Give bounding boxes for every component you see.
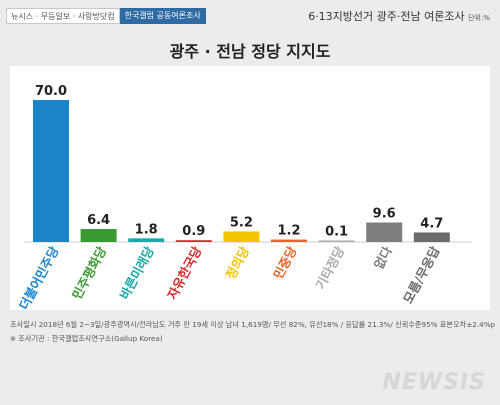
newsis-watermark: NEWSIS [382,370,486,395]
source-right-label: 한국갤럽 공동여론조사 [119,8,206,24]
source-left-label: 뉴시스 · 무등일보 · 사랑방닷컴 [6,8,120,24]
footnote: 조사일시 2018년 6월 2~3일/광주광역시/전라남도 거주 만 19세 이… [10,318,496,346]
bar [413,232,450,242]
category-label: 민주평화당 [69,244,109,302]
category-label: 모름/무응답 [400,244,443,306]
bar [366,222,403,242]
bar [33,100,69,242]
bar [271,239,307,242]
chart-title: 광주 · 전남 정당 지지도 [169,42,331,61]
bar [80,229,117,242]
source-tag: 뉴시스 · 무등일보 · 사랑방닷컴 한국갤럽 공동여론조사 [6,8,206,24]
data-label: 1.2 [277,224,300,239]
category-label: 없다 [371,244,395,272]
data-label: 9.6 [373,207,396,222]
category-label: 기타정당 [312,244,347,292]
category-label: 자유한국당 [164,244,204,302]
bar [128,238,165,242]
data-label: 1.8 [135,222,158,237]
bar-chart: 70.0 더불어민주당 6.4 민주평화당 1.8 바른미래당 0.9 자유한국당 5.2 정의당… [16,84,472,310]
category-label: 민중당 [270,244,300,282]
footnote-survey-info: 조사일시 2018년 6월 2~3일/광주광역시/전라남도 거주 만 19세 이… [10,320,496,329]
survey-title-text: 6·13지방선거 광주·전남 여론조사 [308,10,465,23]
bar [175,240,212,242]
data-label: 0.9 [182,224,205,239]
footnote-agency: ※ 조사기관 : 한국갤럽조사연구소(Gallup Korea) [10,334,163,343]
data-label: 5.2 [230,215,253,230]
unit-label: 단위:% [468,14,490,22]
bar [223,231,260,242]
chart-panel: 70.0 더불어민주당 6.4 민주평화당 1.8 바른미래당 0.9 자유한국당 5.2 정의당… [10,66,490,310]
category-label: 더불어민주당 [16,244,62,310]
data-label: 0.1 [325,225,348,240]
category-label: 정의당 [223,244,253,282]
data-label: 4.7 [420,216,443,231]
data-label: 6.4 [87,213,110,228]
data-label: 70.0 [35,84,67,99]
bar [318,240,355,242]
category-label: 바른미래당 [117,244,157,302]
survey-title: 6·13지방선거 광주·전남 여론조사 단위:% [308,8,490,24]
